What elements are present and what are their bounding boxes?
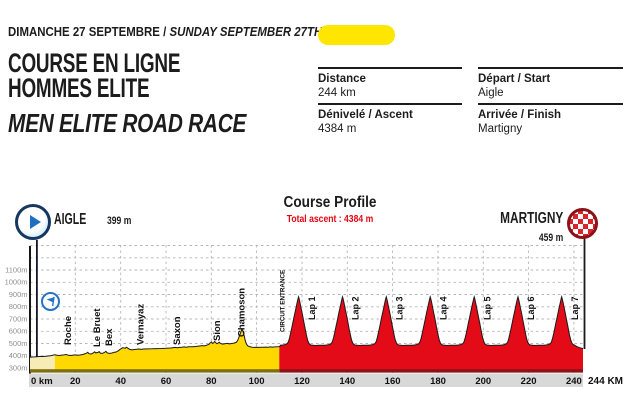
lap-label: Lap 2 (351, 296, 361, 320)
finish-checkered-flag-icon (567, 208, 598, 239)
info-cell-ascent: Dénivelé / Ascent 4384 m (318, 103, 462, 135)
svg-text:20: 20 (70, 376, 81, 387)
svg-text:200: 200 (475, 376, 491, 387)
date-english: SUNDAY SEPTEMBER 27TH (169, 24, 323, 39)
svg-text:300m: 300m (9, 363, 28, 372)
finish-location: MARTIGNY 459 m (420, 210, 563, 246)
svg-text:900m: 900m (9, 290, 28, 299)
race-title-en: MEN ELITE ROAD RACE (8, 108, 247, 138)
info-value: 4384 m (318, 123, 357, 135)
road-section-fill (30, 329, 280, 370)
svg-text:700m: 700m (9, 314, 28, 323)
elevation-profile-fills (30, 296, 583, 370)
info-label: Dénivelé / Ascent (318, 109, 413, 121)
town-label: Vernayaz (136, 304, 147, 345)
town-label: Bex (104, 328, 115, 346)
svg-text:800m: 800m (9, 302, 28, 311)
x-first-tick: 0 km (31, 376, 53, 387)
town-label: Le Bruet (92, 308, 103, 347)
road-bottom-edge (30, 369, 280, 373)
circuit-section-fill (279, 296, 583, 370)
svg-text:180: 180 (430, 376, 446, 387)
play-triangle-icon (29, 215, 41, 229)
start-elevation: 399 m (107, 215, 132, 227)
y-axis-spine (29, 246, 31, 374)
start-name: AIGLE (54, 211, 87, 228)
chart-header: Course Profile Total ascent : 4384 m (230, 194, 430, 225)
town-label: Roche (63, 316, 74, 345)
town-label: Saxon (172, 316, 183, 345)
date-french: DIMANCHE 27 SEPTEMBRE (8, 24, 160, 39)
flag-glyph (46, 296, 55, 307)
profile-outline (29, 294, 584, 358)
town-labels: Roche Le Bruet Bex Vernayaz Saxon Sion Chamoso… (63, 288, 248, 347)
svg-text:1100m: 1100m (5, 265, 27, 274)
town-label: Chamoson (237, 288, 248, 337)
info-value: Aigle (478, 87, 504, 99)
info-cell-finish: Arrivée / Finish Martigny (478, 103, 623, 135)
date-separator: / (159, 24, 170, 39)
svg-text:60: 60 (161, 376, 172, 387)
neutral-zone-fill (30, 354, 55, 370)
x-axis-band (29, 373, 583, 387)
svg-text:600m: 600m (9, 327, 28, 336)
svg-text:160: 160 (385, 376, 401, 387)
race-title-fr-line2: HOMMES ELITE (8, 73, 150, 103)
x-end-label: 244 KM (588, 376, 623, 387)
finish-marker-line (583, 236, 586, 349)
svg-text:500m: 500m (9, 339, 28, 348)
town-label: Sion (212, 320, 223, 341)
svg-text:220: 220 (521, 376, 537, 387)
y-axis-labels: 1100m 1000m 900m 800m 700m 600m 500m 400m 300m (5, 265, 28, 372)
start-flag-icon (41, 292, 60, 311)
start-location: AIGLE 399 m (54, 211, 139, 229)
svg-text:120: 120 (294, 376, 310, 387)
race-title-fr-line1: COURSE EN LIGNE (8, 48, 181, 78)
lap-label: Lap 1 (307, 296, 317, 320)
x-axis-labels: 0 km 20 40 60 80 100 120 140 160 180 200 220 240 244 … (31, 376, 623, 387)
info-value: Martigny (478, 123, 523, 135)
chart-title: Course Profile (283, 194, 377, 211)
finish-elevation: 459 m (538, 232, 563, 244)
lap-label: Lap 3 (395, 296, 405, 320)
svg-text:400m: 400m (9, 351, 28, 360)
info-label: Départ / Start (478, 73, 551, 85)
chart-subtitle: Total ascent : 4384 m (286, 213, 374, 225)
svg-text:80: 80 (206, 376, 217, 387)
svg-text:140: 140 (339, 376, 355, 387)
lap-label: Lap 7 (570, 296, 580, 320)
date-line: DIMANCHE 27 SEPTEMBRE / SUNDAY SEPTEMBER… (8, 24, 322, 39)
finish-name: MARTIGNY (499, 210, 563, 227)
info-value: 244 km (318, 87, 356, 99)
svg-text:1000m: 1000m (5, 278, 28, 287)
lap-labels: Lap 1 Lap 2 Lap 3 Lap 4 Lap 5 Lap 6 Lap 7 (307, 296, 580, 320)
info-label: Arrivée / Finish (478, 109, 562, 121)
circuit-entrance-label: CIRCUIT ENTRANCE (280, 270, 287, 332)
svg-text:40: 40 (115, 376, 126, 387)
lap-label: Lap 6 (526, 296, 536, 320)
circuit-bottom-edge (279, 369, 583, 373)
svg-text:240: 240 (566, 376, 582, 387)
info-label: Distance (318, 73, 366, 85)
lap-label: Lap 4 (438, 296, 448, 320)
svg-text:100: 100 (249, 376, 265, 387)
lap-label: Lap 5 (482, 296, 492, 320)
start-marker-line (36, 240, 38, 357)
info-cell-start: Départ / Start Aigle (478, 67, 623, 99)
yellow-badge (318, 25, 395, 45)
info-cell-distance: Distance 244 km (318, 67, 462, 99)
start-play-icon (15, 204, 51, 240)
